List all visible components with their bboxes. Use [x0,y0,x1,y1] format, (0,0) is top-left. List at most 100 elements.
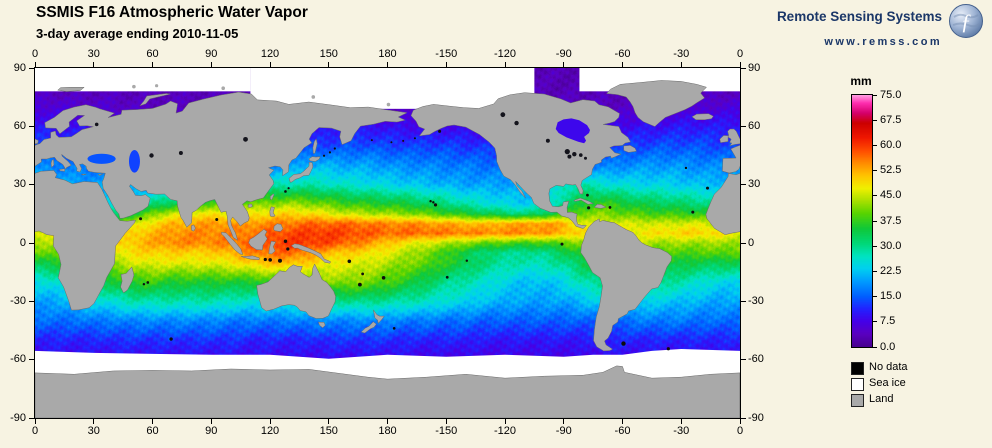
lon-tick-label-top: 0 [736,48,744,60]
lat-tick-label-left: -30 [10,294,26,307]
lon-tick-label-top: 90 [205,48,218,60]
colorbar-tick-mark [873,245,877,247]
lon-tick-mark-top [387,62,388,67]
lon-tick-label-bottom: 60 [146,425,159,437]
lon-tick-label-top: 180 [378,48,397,60]
lon-tick-mark-bottom [563,419,565,424]
lat-tick-mark-right [741,125,746,127]
brand-name: Remote Sensing Systems [776,9,942,24]
colorbar-tick-label: 30.0 [880,239,902,252]
lon-tick-label-top: -60 [614,48,631,60]
colorbar-tick-label: 15.0 [880,290,902,303]
remss-logo-globe-icon: ƒ [948,3,984,39]
lon-tick-mark-top [445,62,447,67]
water-vapor-world-map-canvas [35,68,740,418]
lat-tick-label-right: 0 [748,236,755,249]
lon-tick-mark-top [34,62,36,67]
lon-tick-mark-top [622,62,623,67]
colorbar-tick-mark [873,220,877,222]
lat-tick-label-right: -30 [748,294,764,307]
lon-tick-mark-top [563,62,565,67]
lon-tick-label-top: -120 [493,48,517,60]
lon-tick-label-bottom: 0 [736,425,744,437]
lon-tick-label-bottom: 150 [319,425,338,437]
lon-tick-mark-bottom [152,419,153,424]
page-title: SSMIS F16 Atmospheric Water Vapor [36,4,308,21]
lon-tick-label-top: 60 [146,48,159,60]
colorbar-tick-label: 22.5 [880,264,902,277]
lon-tick-mark-bottom [504,419,506,424]
lon-tick-mark-top [328,62,330,67]
lat-tick-label-right: 90 [748,61,761,74]
colorbar-tick-label: 60.0 [880,138,902,151]
lat-tick-mark-left [29,242,34,244]
lon-tick-mark-bottom [680,419,682,424]
lon-tick-mark-bottom [445,419,447,424]
lat-tick-label-right: -60 [748,353,764,366]
legend-swatch-no-data [851,362,864,375]
lon-tick-label-top: 120 [260,48,280,60]
lon-tick-label-top: -30 [673,48,690,60]
lat-tick-mark-right [741,67,746,69]
lon-tick-label-top: 0 [31,48,39,60]
lat-tick-label-left: 90 [13,61,26,74]
lat-tick-mark-left [29,184,34,186]
colorbar-tick-label: 67.5 [880,113,902,126]
lat-tick-label-left: -60 [10,353,26,366]
colorbar-tick-label: 75.0 [880,88,902,101]
lon-tick-label-top: 150 [319,48,338,60]
lon-tick-mark-top [93,62,95,67]
colorbar-tick-mark [873,195,877,197]
lon-tick-mark-top [680,62,682,67]
lon-tick-label-bottom: -120 [493,425,517,437]
lat-tick-label-left: 0 [19,236,26,249]
lat-tick-mark-right [741,417,746,419]
colorbar-unit-label: mm [850,74,872,88]
lon-tick-label-bottom: -150 [435,425,458,437]
lon-tick-mark-bottom [269,419,271,424]
lon-tick-label-bottom: 180 [378,425,397,437]
lon-tick-mark-bottom [210,419,212,424]
lon-tick-mark-bottom [93,419,95,424]
colorbar-tick-mark [873,144,877,146]
colorbar-tick-label: 52.5 [880,164,902,177]
lat-tick-label-right: 60 [748,119,761,132]
lon-tick-mark-top [210,62,212,67]
colorbar-tick-mark [873,170,877,172]
lat-tick-mark-right [741,359,746,361]
lon-tick-mark-bottom [34,419,36,424]
lat-tick-mark-right [741,300,746,302]
lon-tick-mark-bottom [387,419,388,424]
lat-tick-mark-right [741,242,746,244]
svg-text:ƒ: ƒ [961,9,972,34]
lon-tick-label-top: -150 [435,48,458,60]
lon-tick-label-bottom: -90 [555,425,572,437]
lat-tick-label-left: 60 [13,119,26,132]
colorbar-gradient [851,94,873,348]
lon-tick-label-top: -90 [555,48,572,60]
legend-label-land: Land [869,393,894,405]
lon-tick-mark-top [152,62,153,67]
colorbar-tick-mark [873,119,877,121]
lon-tick-mark-top [739,62,741,67]
colorbar-tick-mark [873,346,877,348]
legend-swatch-sea-ice [851,378,864,391]
lat-tick-mark-right [741,184,746,186]
lon-tick-label-bottom: 0 [31,425,39,437]
lon-tick-label-bottom: 90 [205,425,218,437]
lat-tick-mark-left [29,359,34,361]
lat-tick-mark-left [29,417,34,419]
lat-tick-label-left: -90 [10,411,26,424]
lon-tick-label-top: 30 [87,48,100,60]
brand-url-link[interactable]: www.remss.com [824,36,942,48]
lon-tick-mark-bottom [622,419,623,424]
lat-tick-label-right: 30 [748,178,761,191]
lat-tick-label-right: -90 [748,411,764,424]
lon-tick-label-bottom: -30 [673,425,690,437]
lat-tick-mark-left [29,300,34,302]
legend-label-no-data: No data [869,361,908,373]
lon-tick-label-bottom: 30 [87,425,100,437]
legend-label-sea-ice: Sea ice [869,377,906,389]
lon-tick-label-bottom: -60 [614,425,631,437]
